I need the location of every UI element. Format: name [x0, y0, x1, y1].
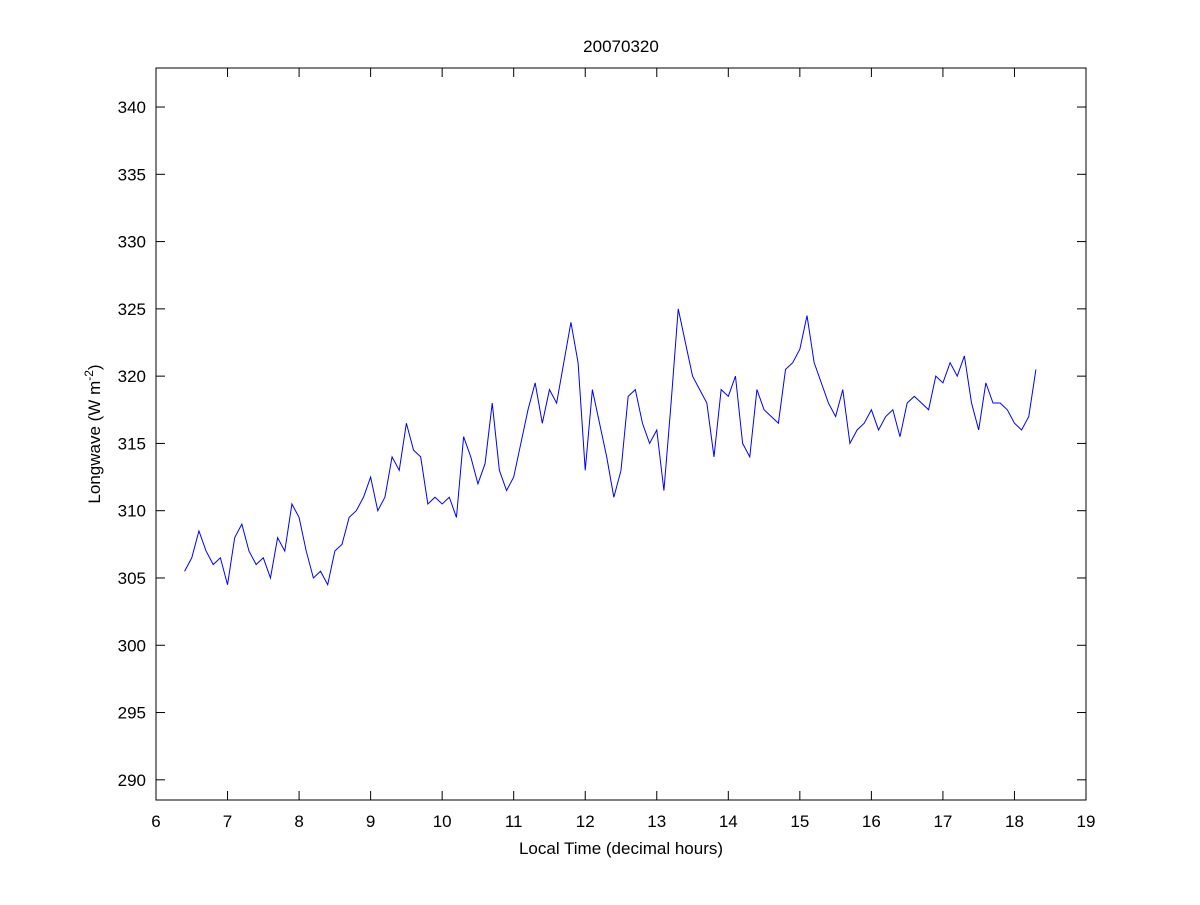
x-tick-label: 14 — [719, 812, 738, 831]
x-tick-label: 8 — [294, 812, 303, 831]
x-tick-label: 19 — [1077, 812, 1096, 831]
x-tick-label: 7 — [223, 812, 232, 831]
x-tick-label: 15 — [790, 812, 809, 831]
chart-title: 20070320 — [583, 37, 659, 56]
plot-frame — [155, 67, 1087, 801]
x-tick-label: 17 — [933, 812, 952, 831]
x-tick-label: 12 — [576, 812, 595, 831]
x-tick-label: 18 — [1005, 812, 1024, 831]
x-tick-label: 10 — [433, 812, 452, 831]
x-tick-label: 9 — [366, 812, 375, 831]
x-tick-label: 11 — [505, 812, 523, 831]
y-tick-label: 295 — [118, 704, 146, 723]
y-tick-label: 305 — [118, 569, 146, 588]
y-tick-label: 335 — [118, 165, 146, 184]
y-axis-label: Longwave (W m-2) — [82, 364, 104, 503]
x-tick-label: 13 — [647, 812, 666, 831]
y-tick-label: 330 — [118, 233, 146, 252]
y-tick-label: 300 — [118, 636, 146, 655]
x-axis-label: Local Time (decimal hours) — [519, 839, 723, 858]
y-tick-label: 325 — [118, 300, 146, 319]
y-tick-label: 320 — [118, 367, 146, 386]
y-tick-label: 310 — [118, 502, 146, 521]
data-line — [184, 308, 1037, 587]
x-tick-label: 16 — [862, 812, 881, 831]
y-tick-label: 315 — [118, 434, 146, 453]
x-tick-label: 6 — [151, 812, 160, 831]
y-tick-label: 290 — [118, 771, 146, 790]
y-tick-label: 340 — [118, 98, 146, 117]
